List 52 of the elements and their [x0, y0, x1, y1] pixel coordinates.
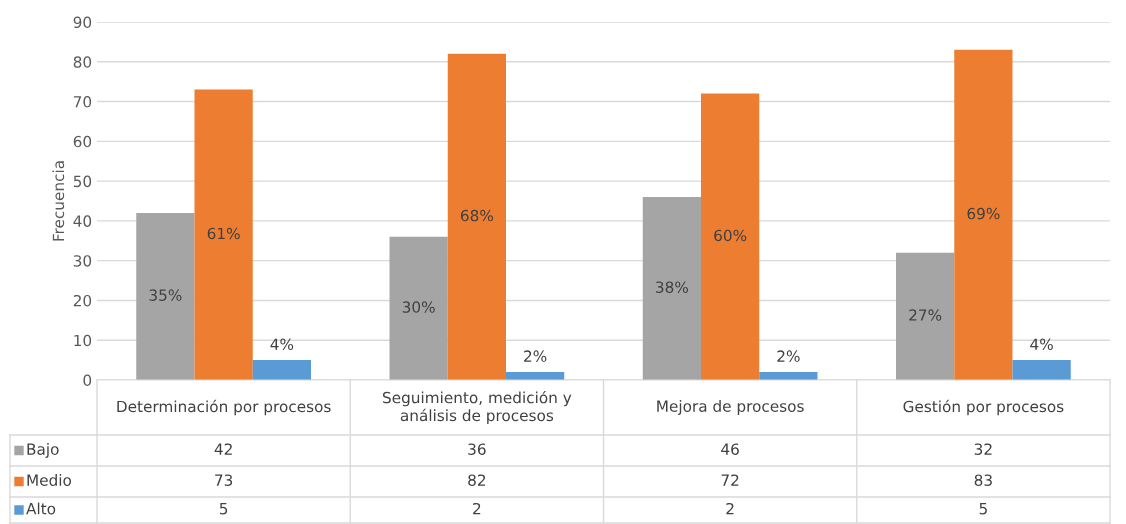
y-tick-label: 50	[73, 175, 92, 188]
annotation: 30%	[402, 301, 435, 313]
bar	[642, 197, 701, 380]
x-tick-label: Seguimiento, medición y análisis de procesos	[382, 390, 572, 425]
data-label: 5	[979, 503, 987, 515]
annotation: 2%	[524, 350, 547, 362]
data-label: 32	[974, 443, 992, 455]
bar	[701, 93, 760, 380]
y-tick-label: 40	[73, 215, 92, 227]
data-label: 83	[974, 474, 992, 486]
bar	[136, 212, 195, 380]
legend-label: Alto	[26, 502, 56, 515]
data-label: 73	[215, 474, 233, 486]
bar	[896, 252, 955, 380]
data-label: 82	[468, 474, 486, 486]
y-tick-label: 90	[73, 16, 92, 29]
bar	[1012, 360, 1071, 380]
annotation: 60%	[714, 229, 747, 242]
annotation: 35%	[149, 289, 182, 301]
y-tick-label: 60	[73, 135, 92, 148]
bar	[389, 236, 448, 380]
data-label: 2	[473, 502, 481, 515]
y-tick-label: 30	[73, 255, 92, 267]
y-tick-label: 70	[73, 96, 92, 108]
x-tick-label: Determinación por procesos	[117, 399, 331, 416]
data-label: 5	[219, 503, 228, 515]
x-tick-label: Mejora de procesos	[657, 400, 804, 415]
annotation: 61%	[207, 227, 240, 240]
data-label: 42	[214, 443, 232, 455]
annotation: 38%	[656, 281, 689, 293]
y-tick-label: 20	[73, 294, 92, 307]
legend-label: Medio	[27, 474, 72, 486]
y-tick-label: 0	[83, 374, 92, 387]
annotation: 27%	[909, 309, 942, 321]
bar	[954, 49, 1013, 380]
annotation: 4%	[1030, 338, 1053, 350]
y-tick-label: 80	[73, 56, 92, 68]
data-label: 36	[468, 443, 486, 455]
annotation: 69%	[967, 207, 1000, 220]
annotation: 2%	[777, 350, 800, 362]
y-axis-title: Frecuencia	[52, 161, 65, 241]
data-label: 46	[721, 443, 739, 455]
bar	[252, 360, 311, 380]
bar	[194, 89, 253, 380]
data-label: 72	[721, 474, 739, 486]
bar	[447, 53, 506, 380]
annotation: 68%	[460, 209, 494, 222]
y-tick-label: 10	[74, 334, 92, 347]
legend-label: Bajo	[27, 443, 59, 458]
x-tick-label: Gestión por procesos	[903, 399, 1064, 416]
data-label: 2	[726, 502, 734, 515]
annotation: 4%	[270, 338, 294, 350]
